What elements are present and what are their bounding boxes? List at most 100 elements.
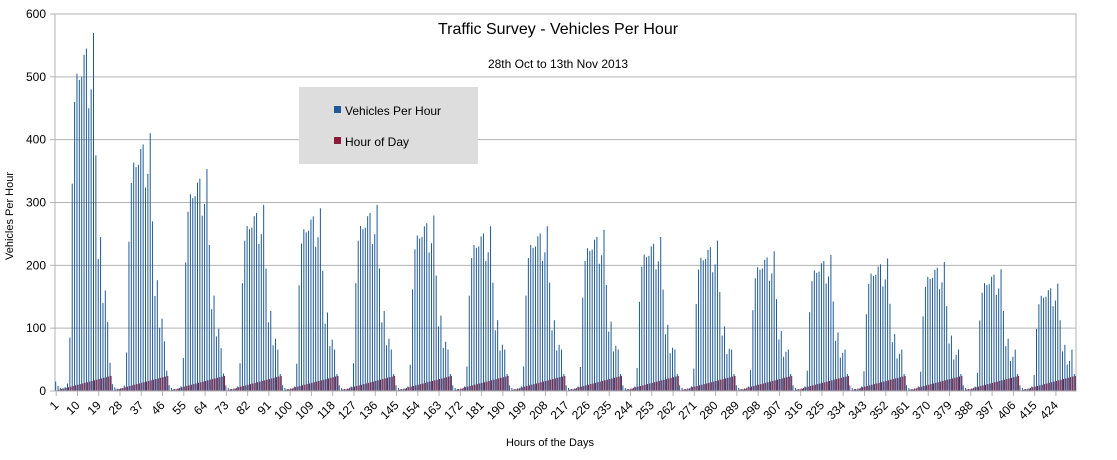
bar-hour-of-day: [824, 382, 826, 391]
bar-hour-of-day: [845, 376, 847, 391]
bar-vehicles: [152, 221, 154, 391]
bar-vehicles: [681, 387, 683, 391]
bar-hour-of-day: [86, 382, 88, 391]
bar-hour-of-day: [141, 382, 143, 391]
bar-hour-of-day: [876, 383, 878, 391]
bar-hour-of-day: [949, 379, 951, 391]
bar-vehicles: [660, 236, 662, 391]
bar-hour-of-day: [869, 385, 871, 391]
bar-vehicles: [121, 388, 123, 391]
bar-vehicles: [381, 322, 383, 391]
bar-hour-of-day: [479, 383, 481, 391]
bar-vehicles: [546, 226, 548, 391]
bar-hour-of-day: [349, 387, 351, 391]
bar-vehicles: [861, 386, 863, 391]
bar-vehicles: [253, 216, 255, 391]
bar-vehicles: [750, 370, 752, 391]
bar-vehicles: [643, 254, 645, 391]
x-tick-label: 19: [84, 398, 104, 418]
bar-hour-of-day: [545, 380, 547, 391]
bar-vehicles: [187, 211, 189, 391]
bar-vehicles: [1002, 310, 1004, 391]
x-tick-label: 289: [718, 398, 742, 422]
bar-hour-of-day: [221, 376, 223, 391]
bar-vehicles: [608, 331, 610, 391]
bar-hour-of-day: [904, 375, 906, 391]
bar-hour-of-day: [353, 386, 355, 391]
x-tick-label: 415: [1016, 398, 1040, 422]
bar-vehicles: [447, 349, 449, 391]
bar-hour-of-day: [448, 376, 450, 391]
bar-hour-of-day: [197, 382, 199, 391]
bar-hour-of-day: [637, 386, 639, 391]
bar-vehicles: [378, 268, 380, 391]
bar-vehicles: [397, 387, 399, 391]
bar-vehicles: [967, 389, 969, 391]
bar-hour-of-day: [999, 380, 1001, 391]
bar-vehicles: [863, 371, 865, 391]
bar-vehicles: [1005, 346, 1007, 391]
bar-vehicles: [137, 164, 139, 391]
bar-vehicles: [1007, 338, 1009, 391]
bar-vehicles: [1057, 283, 1059, 391]
bar-vehicles: [903, 374, 905, 391]
x-tick-label: 136: [356, 398, 380, 422]
bar-vehicles: [244, 240, 246, 391]
bar-hour-of-day: [261, 380, 263, 391]
bar-vehicles: [870, 273, 872, 391]
bar-hour-of-day: [902, 376, 904, 391]
bar-hour-of-day: [914, 388, 916, 391]
bar-hour-of-day: [996, 381, 998, 391]
bar-hour-of-day: [599, 381, 601, 391]
bar-hour-of-day: [488, 380, 490, 391]
bar-vehicles: [991, 276, 993, 391]
bar-hour-of-day: [1065, 378, 1067, 391]
bar-vehicles: [1069, 360, 1071, 391]
bar-hour-of-day: [564, 375, 566, 391]
bar-hour-of-day: [514, 389, 516, 391]
bar-hour-of-day: [167, 375, 169, 391]
bar-vehicles: [570, 389, 572, 391]
bar-hour-of-day: [465, 387, 467, 391]
bar-hour-of-day: [956, 377, 958, 391]
bar-vehicles: [438, 326, 440, 391]
x-tick-label: 370: [909, 398, 933, 422]
bar-vehicles: [799, 389, 801, 391]
bar-hour-of-day: [1048, 382, 1050, 391]
x-tick-label: 379: [931, 398, 955, 422]
bar-vehicles: [170, 387, 172, 391]
bar-vehicles: [934, 269, 936, 391]
bar-hour-of-day: [533, 384, 535, 391]
bar-hour-of-day: [781, 378, 783, 391]
bar-hour-of-day: [992, 382, 994, 391]
bar-hour-of-day: [216, 377, 218, 391]
bar-hour-of-day: [273, 377, 275, 391]
bar-vehicles: [612, 351, 614, 391]
bar-hour-of-day: [358, 385, 360, 391]
bar-vehicles: [669, 353, 671, 391]
bar-hour-of-day: [278, 376, 280, 391]
bar-vehicles: [57, 385, 59, 391]
bar-hour-of-day: [1008, 378, 1010, 391]
x-tick-label: 334: [824, 398, 848, 422]
bar-vehicles: [634, 386, 636, 391]
bar-hour-of-day: [313, 382, 315, 391]
bar-hour-of-day: [987, 384, 989, 391]
bar-vehicles: [341, 387, 343, 391]
x-tick-label: 316: [782, 398, 806, 422]
bar-hour-of-day: [1067, 377, 1069, 391]
bar-hour-of-day: [476, 384, 478, 391]
bar-hour-of-day: [195, 383, 197, 391]
bar-vehicles: [778, 339, 780, 391]
bar-hour-of-day: [606, 379, 608, 391]
bar-hour-of-day: [219, 377, 221, 391]
bar-hour-of-day: [954, 377, 956, 391]
bar-hour-of-day: [65, 387, 67, 391]
bar-hour-of-day: [481, 382, 483, 391]
bar-vehicles: [582, 297, 584, 391]
bar-vehicles: [192, 198, 194, 391]
bar-vehicles: [702, 260, 704, 391]
bar-vehicles: [896, 358, 898, 391]
bar-vehicles: [367, 216, 369, 391]
bar-hour-of-day: [644, 384, 646, 391]
